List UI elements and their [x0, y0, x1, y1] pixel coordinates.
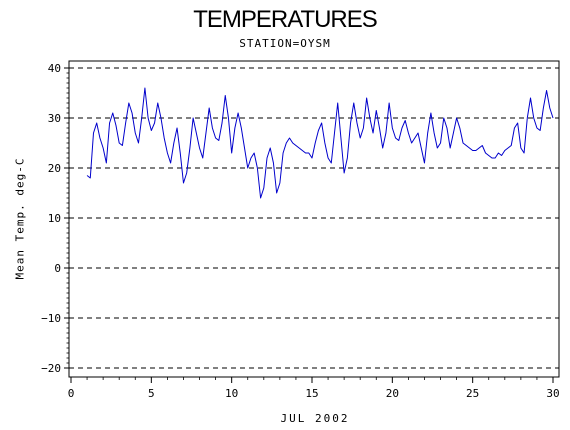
- y-tick-label: 10: [48, 212, 61, 225]
- series-group: [86, 87, 554, 199]
- x-tick-label: 20: [386, 387, 399, 400]
- x-tick-label: 0: [68, 387, 75, 400]
- x-tick-label: 25: [466, 387, 479, 400]
- x-tick-label: 5: [148, 387, 155, 400]
- y-axis-ticks: −20 −10 0 10 20 30 40: [41, 62, 69, 375]
- plot-frame: [68, 60, 560, 378]
- gridlines: [69, 67, 559, 369]
- y-tick-label: −20: [41, 362, 61, 375]
- y-tick-label: 40: [48, 62, 61, 75]
- x-tick-label: 30: [546, 387, 559, 400]
- y-tick-label: −10: [41, 312, 61, 325]
- chart-subtitle: STATION=OYSM: [239, 37, 331, 50]
- series-line: [86, 87, 554, 199]
- x-axis-ticks: 0 5 10 15 20 25 30: [68, 377, 560, 400]
- x-tick-label: 10: [225, 387, 238, 400]
- axes: [68, 60, 560, 378]
- y-tick-label: 0: [54, 262, 61, 275]
- x-tick-label: 15: [305, 387, 318, 400]
- y-axis-label: Mean Temp. deg-C: [13, 157, 27, 280]
- chart-title: TEMPERATURES: [193, 6, 378, 33]
- y-tick-label: 30: [48, 112, 61, 125]
- y-tick-label: 20: [48, 162, 61, 175]
- x-axis-label: JUL 2002: [280, 412, 350, 425]
